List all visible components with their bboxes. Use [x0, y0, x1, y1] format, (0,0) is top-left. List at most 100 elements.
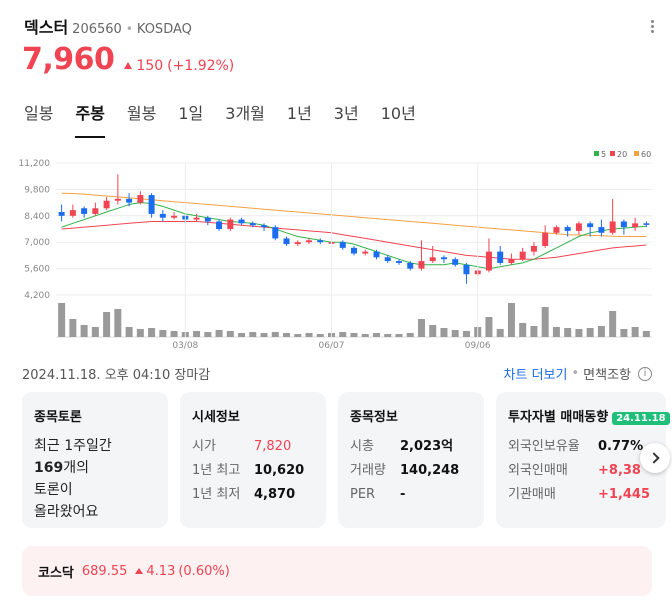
candle	[58, 212, 65, 216]
price-row: 7,960 150 (+1.92%)	[22, 42, 234, 77]
timestamp-row: 2024.11.18. 오후 04:10 장마감 차트 더보기 • 면책조항 i	[22, 364, 652, 383]
candle	[227, 219, 234, 229]
volume-bar	[496, 329, 504, 337]
candle	[429, 257, 436, 262]
candle	[317, 240, 324, 243]
candle	[497, 251, 504, 263]
chart-more-link[interactable]: 차트 더보기	[503, 368, 568, 383]
volume-label: 거래량	[350, 463, 386, 478]
index-change: 4.13 (0.60%)	[135, 563, 230, 579]
up-arrow-icon	[124, 62, 133, 69]
tab-weekly[interactable]: 주봉	[75, 100, 105, 138]
volume-bar	[609, 311, 617, 337]
volume-bar	[249, 332, 257, 337]
candle	[485, 251, 492, 271]
legend-label: 20	[617, 150, 627, 159]
volume-bar	[642, 331, 650, 337]
candle	[508, 259, 515, 263]
period-tabs: 일봉 주봉 월봉 1일 3개월 1년 3년 10년	[24, 100, 438, 138]
market-cap-label: 시총	[350, 439, 374, 454]
tab-1year[interactable]: 1년	[286, 104, 312, 123]
volume-bar	[114, 309, 122, 337]
volume-bar	[159, 330, 167, 337]
next-cards-button[interactable]	[640, 443, 670, 473]
disclaimer-link[interactable]: 면책조항	[583, 368, 631, 383]
candle	[159, 213, 166, 218]
candle	[395, 261, 402, 263]
candle	[216, 221, 223, 229]
candle	[440, 257, 447, 260]
ma20-line	[61, 221, 647, 260]
candle	[294, 242, 301, 245]
candle	[542, 232, 549, 246]
index-change-amount: 4.13	[146, 563, 176, 579]
info-icon[interactable]: i	[638, 366, 652, 381]
market-cap-value: 2,023억	[400, 439, 454, 454]
volume-bar	[384, 334, 392, 337]
stock-name[interactable]: 덱스터	[24, 18, 69, 37]
stock-code: 206560	[72, 22, 122, 37]
institution-trade-value: +1,445	[598, 487, 651, 502]
current-price: 7,960	[22, 42, 115, 77]
per-row: PER -	[350, 483, 472, 507]
price-chart[interactable]: 11,200 9,800 8,400 7,000 5,600 4,200 03/08 06/0…	[0, 145, 672, 355]
candle	[632, 223, 639, 228]
discussion-count-suffix: 개의	[63, 460, 89, 476]
volume-bar	[204, 332, 212, 337]
market-info-card[interactable]: 시세정보 시가 7,820 1년 최고 10,620 1년 최저 4,870	[180, 392, 326, 528]
index-bar[interactable]: 코스닥 689.55 4.13 (0.60%)	[22, 546, 652, 596]
volume-bar	[507, 303, 515, 337]
tab-10year[interactable]: 10년	[380, 104, 416, 123]
tab-daily[interactable]: 일봉	[24, 104, 54, 123]
market-cap-row: 시총 2,023억	[350, 435, 472, 459]
market-name: KOSDAQ	[136, 22, 192, 37]
more-options-icon[interactable]	[646, 18, 658, 38]
candle	[351, 247, 357, 254]
tab-1day[interactable]: 1일	[178, 104, 204, 123]
foreign-ratio-row: 외국인보유율 0.77%	[508, 435, 654, 459]
y-tick-label: 7,000	[24, 238, 50, 248]
candle	[362, 251, 369, 254]
year-low-label: 1년 최저	[192, 487, 241, 502]
x-tick-label: 03/08	[172, 341, 198, 351]
volume-bar	[69, 319, 77, 337]
y-tick-label: 11,200	[19, 159, 51, 169]
y-tick-label: 9,800	[24, 185, 50, 195]
tab-3year[interactable]: 3년	[333, 104, 359, 123]
volume-bar	[193, 331, 201, 337]
volume-bar	[58, 303, 66, 337]
chevron-right-icon	[647, 452, 660, 464]
link-separator: •	[571, 366, 580, 381]
candle	[249, 223, 256, 226]
update-timestamp: 2024.11.18. 오후 04:10 장마감	[22, 368, 211, 383]
volume-bar	[519, 323, 527, 337]
candlestick-chart: 11,200 9,800 8,400 7,000 5,600 4,200 03/08 06/0…	[19, 150, 652, 351]
change-amount: 150	[136, 57, 164, 74]
candle	[620, 221, 627, 228]
per-value: -	[400, 487, 406, 502]
volume-bar	[136, 329, 144, 337]
candle	[564, 227, 571, 231]
volume-bar	[451, 330, 459, 337]
investor-trend-card[interactable]: 투자자별 매매동향 24.11.18 외국인보유율 0.77% 외국인매매 +8,38…	[496, 392, 670, 528]
volume-bar	[91, 327, 99, 337]
volume-bar	[260, 333, 268, 337]
investor-title: 투자자별 매매동향	[508, 410, 609, 425]
discussion-card[interactable]: 종목토론 최근 1주일간 169개의 토론이 올라왔어요	[22, 392, 168, 528]
candle	[519, 251, 526, 260]
stock-info-card[interactable]: 종목정보 시총 2,023억 거래량 140,248 PER -	[338, 392, 484, 528]
legend-swatch	[594, 151, 599, 156]
foreign-trade-value: +8,38	[598, 463, 641, 478]
volume-bar	[597, 326, 605, 337]
index-value: 689.55	[81, 563, 128, 579]
card-title: 종목토론	[34, 410, 82, 425]
ma5-line	[61, 202, 647, 270]
info-cards: 종목토론 최근 1주일간 169개의 토론이 올라왔어요 시세정보 시가 7,82…	[22, 392, 670, 528]
volume-bar	[339, 332, 347, 337]
tab-3month[interactable]: 3개월	[225, 104, 265, 123]
volume-bar	[429, 325, 437, 337]
tab-monthly[interactable]: 월봉	[126, 104, 157, 123]
volume-bar	[395, 334, 403, 337]
year-low-value: 4,870	[254, 487, 296, 502]
date-badge: 24.11.18	[612, 412, 670, 425]
